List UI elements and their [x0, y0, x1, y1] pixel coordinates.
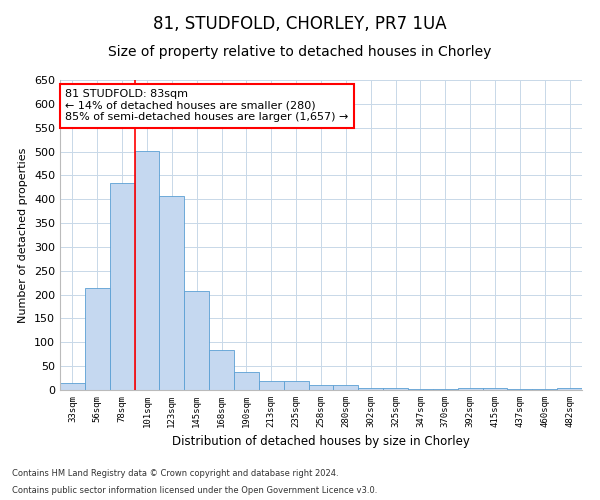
Bar — [234, 372, 259, 390]
X-axis label: Distribution of detached houses by size in Chorley: Distribution of detached houses by size … — [172, 436, 470, 448]
Bar — [334, 385, 358, 390]
Text: 81, STUDFOLD, CHORLEY, PR7 1UA: 81, STUDFOLD, CHORLEY, PR7 1UA — [153, 15, 447, 33]
Text: Contains HM Land Registry data © Crown copyright and database right 2024.: Contains HM Land Registry data © Crown c… — [12, 468, 338, 477]
Bar — [160, 196, 184, 390]
Text: 81 STUDFOLD: 83sqm
← 14% of detached houses are smaller (280)
85% of semi-detach: 81 STUDFOLD: 83sqm ← 14% of detached hou… — [65, 90, 349, 122]
Text: Size of property relative to detached houses in Chorley: Size of property relative to detached ho… — [109, 45, 491, 59]
Text: Contains public sector information licensed under the Open Government Licence v3: Contains public sector information licen… — [12, 486, 377, 495]
Bar — [134, 150, 160, 390]
Bar — [60, 383, 85, 390]
Bar — [508, 389, 532, 390]
Bar — [110, 182, 134, 390]
Bar — [358, 388, 383, 390]
Bar — [284, 382, 308, 390]
Bar — [85, 288, 110, 390]
Bar — [458, 388, 482, 390]
Bar — [308, 385, 334, 390]
Bar — [209, 350, 234, 390]
Bar — [433, 388, 458, 390]
Bar — [184, 292, 209, 390]
Bar — [482, 388, 508, 390]
Bar — [532, 389, 557, 390]
Bar — [408, 388, 433, 390]
Y-axis label: Number of detached properties: Number of detached properties — [19, 148, 28, 322]
Bar — [557, 388, 582, 390]
Bar — [259, 382, 284, 390]
Bar — [383, 388, 408, 390]
